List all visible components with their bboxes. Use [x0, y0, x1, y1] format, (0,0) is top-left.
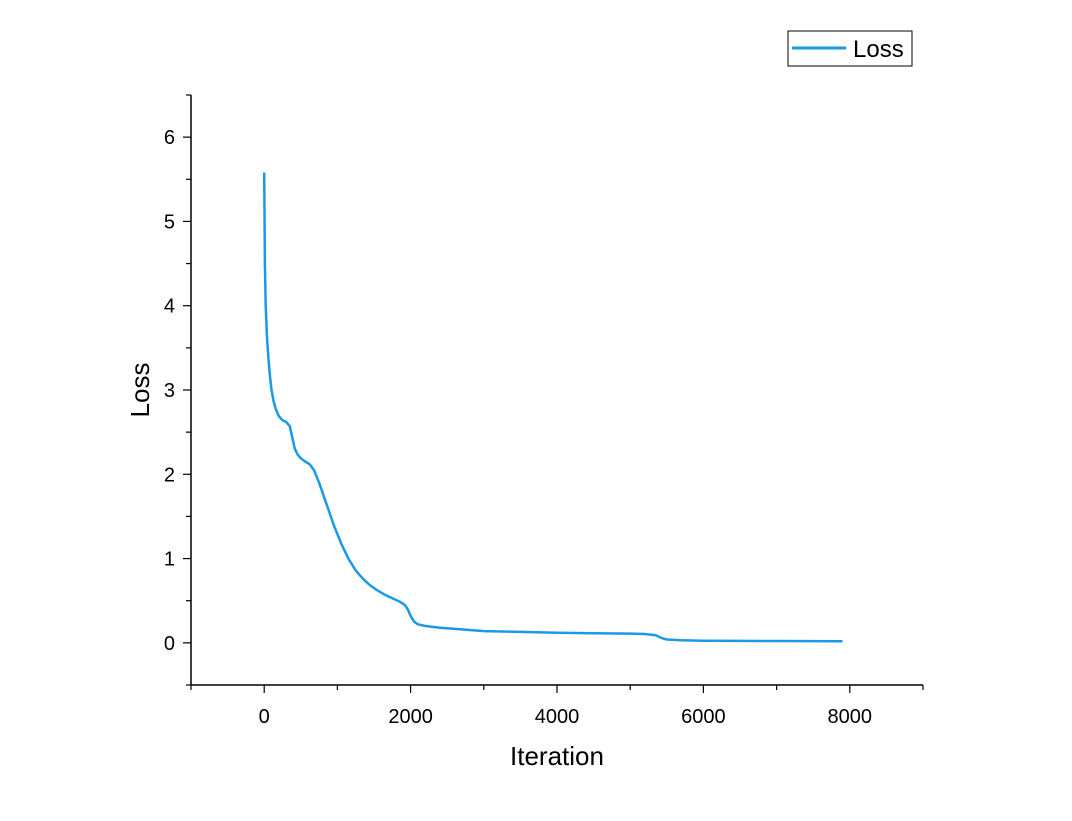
- y-tick-label: 3: [164, 380, 175, 402]
- x-tick-label: 4000: [535, 706, 580, 728]
- y-tick-label: 4: [164, 296, 175, 318]
- x-tick-label: 2000: [388, 706, 433, 728]
- series-line-loss: [262, 172, 843, 643]
- legend: Loss: [787, 30, 913, 67]
- legend-label-loss: Loss: [853, 36, 904, 63]
- x-tick-labels: 0 2000 4000 6000 8000: [259, 706, 872, 728]
- y-tick-label: 2: [164, 464, 175, 486]
- axes: [183, 94, 924, 693]
- y-tick-label: 1: [164, 549, 175, 571]
- y-tick-label: 6: [164, 127, 175, 149]
- y-tick-label: 5: [164, 211, 175, 233]
- y-tick-labels: 0 1 2 3 4 5 6: [164, 127, 175, 655]
- x-tick-label: 0: [259, 706, 270, 728]
- x-tick-label: 8000: [828, 706, 873, 728]
- x-axis-title: Iteration: [510, 741, 604, 771]
- y-tick-label: 0: [164, 633, 175, 655]
- series-layer: [262, 172, 843, 643]
- y-axis-title: Loss: [125, 363, 155, 418]
- x-tick-label: 6000: [681, 706, 726, 728]
